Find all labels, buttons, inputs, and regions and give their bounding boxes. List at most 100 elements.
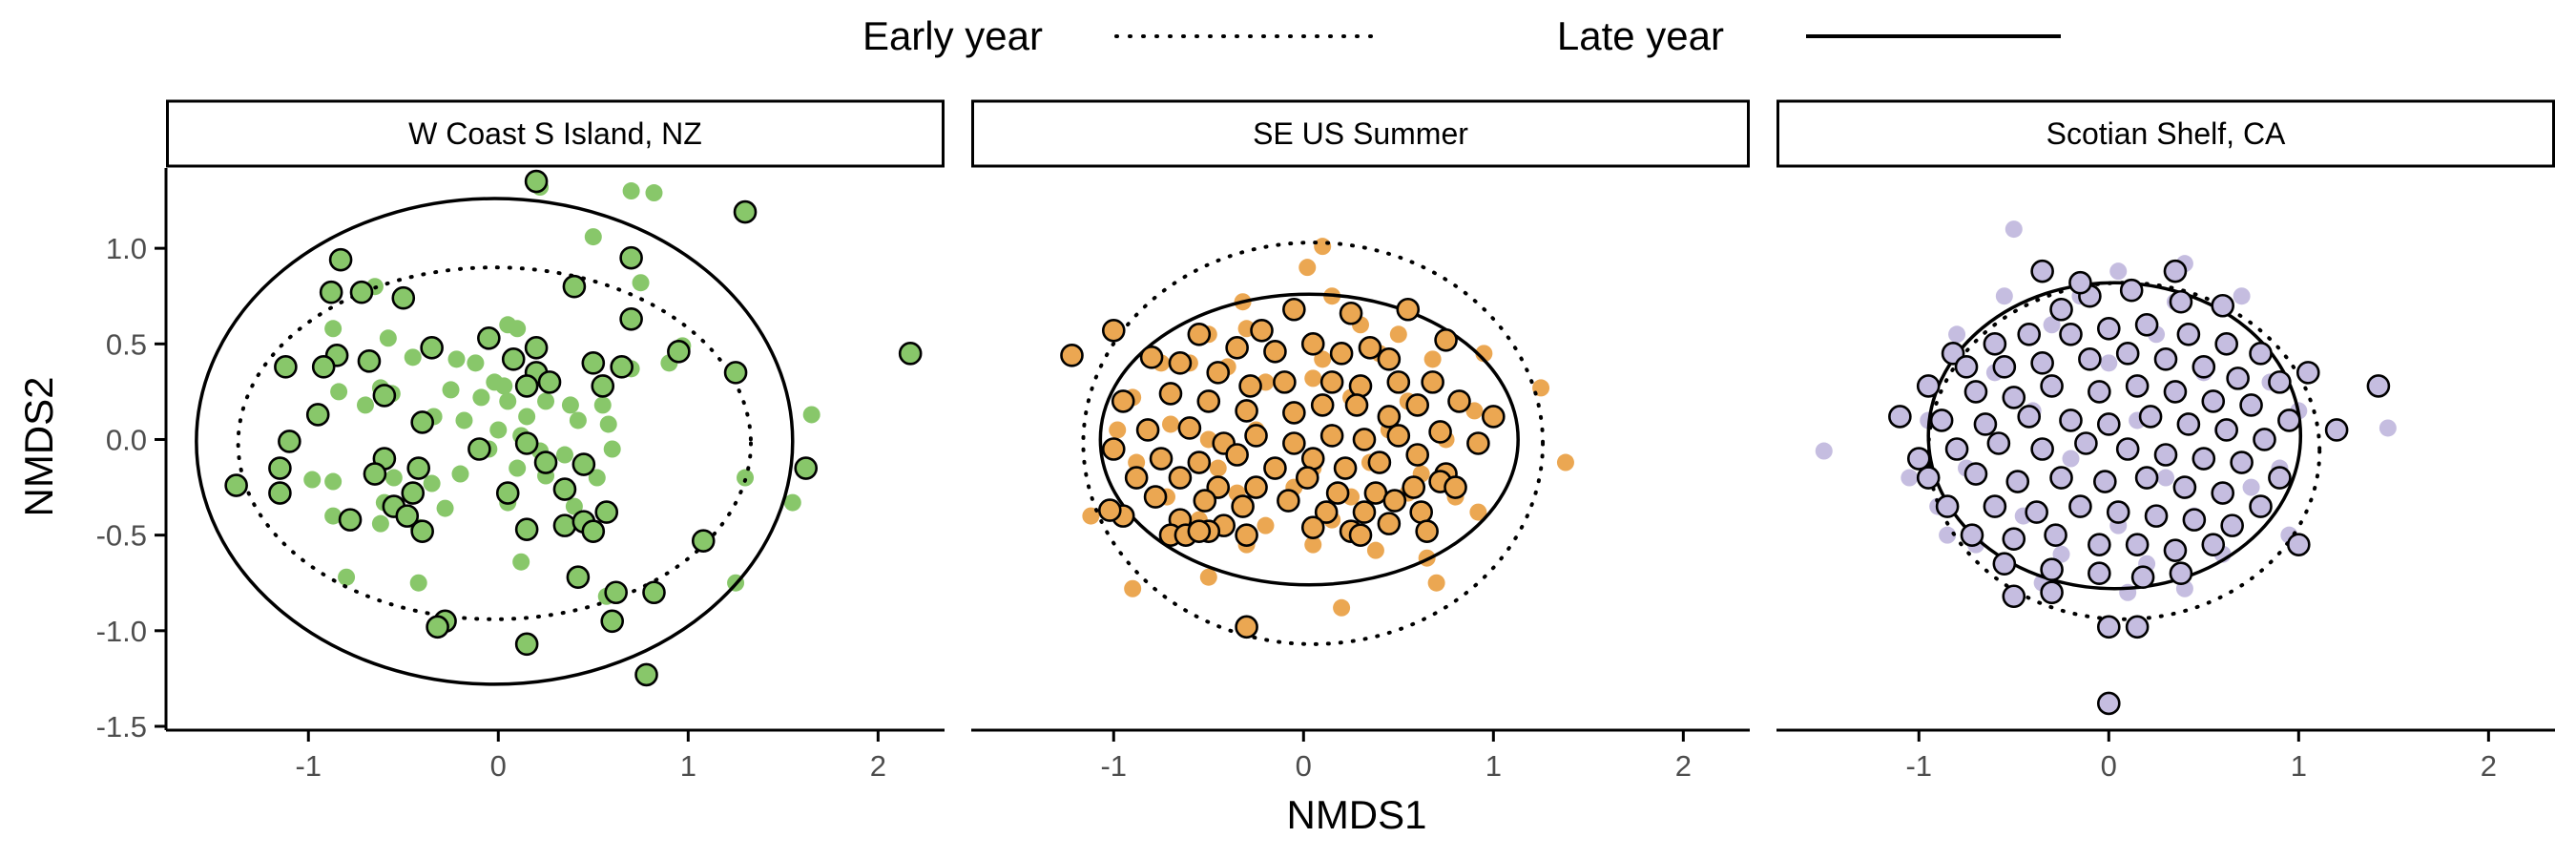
late-year-point [1325,481,1350,505]
late-year-point [2040,580,2064,605]
late-year-point [2277,409,2301,432]
late-year-point [1295,466,1319,490]
early-year-point [603,440,621,458]
early-year-point [1314,238,1332,256]
early-year-point [1298,259,1317,277]
early-year-point [1469,503,1487,521]
late-year-point [426,615,449,639]
late-year-point [2163,259,2188,283]
late-year-point [1273,370,1297,394]
early-year-point [2242,478,2260,496]
late-year-point [2125,374,2150,398]
late-year-point [2106,500,2130,524]
early-year-ellipse [236,265,753,621]
late-year-point [571,452,596,476]
late-year-point [1277,489,1300,513]
late-year-point [1929,409,1954,432]
early-year-point [1109,421,1127,439]
early-year-point [2062,450,2080,468]
late-year-point [2134,312,2159,337]
early-year-point [436,499,454,517]
late-year-point [406,456,431,480]
early-year-point [1304,535,1322,554]
late-year-point [2220,513,2244,537]
late-year-point [1352,500,1377,524]
late-year-point [1139,346,1164,369]
late-year-point [1344,393,1369,417]
y-tick-label: 0.5 [106,327,147,361]
late-year-point [552,513,577,537]
late-year-point [794,456,819,480]
late-year-point [1238,374,1262,398]
late-year-point [1282,401,1306,425]
early-year-point [404,348,422,367]
late-year-point [2144,504,2169,528]
y-tick-label: 0.0 [106,423,147,456]
late-year-ellipse [1098,292,1520,587]
late-year-point [2025,500,2048,524]
early-year-point [512,553,530,571]
late-year-point [1319,424,1344,448]
late-year-point [1916,374,1941,398]
early-year-point [472,388,490,407]
late-year-point [477,326,501,350]
late-year-point [1960,523,1984,547]
early-year-point [1304,369,1322,388]
late-year-point [2201,389,2226,413]
late-year-point [2169,561,2193,586]
early-year-point [1556,453,1574,471]
late-year-point [1231,494,1255,518]
early-year-point [1209,459,1227,477]
early-year-ellipse [1081,241,1546,646]
x-tick-label: -1 [1100,749,1127,783]
late-year-point [642,580,666,605]
late-year-point [2366,374,2391,398]
late-year-point [1348,523,1373,547]
late-year-point [1263,456,1287,480]
early-year-point [1389,325,1407,344]
early-year-point [509,459,527,477]
late-year-point [1888,405,1912,429]
late-year-point [1402,475,1426,499]
early-year-point [2043,316,2061,334]
late-year-point [1434,328,1458,352]
late-year-point [581,519,606,543]
late-year-point [2002,386,2026,409]
late-year-point [1973,412,1998,436]
late-year-point [1168,351,1193,375]
late-year-point [2125,533,2150,556]
late-year-point [2324,418,2349,442]
late-year-point [2088,380,2111,404]
late-year-point [667,340,691,364]
late-year-point [2005,470,2030,493]
early-year-point [303,471,322,489]
late-year-point [514,517,539,541]
late-year-point [1225,443,1249,467]
late-year-point [524,169,549,194]
late-year-point [2049,297,2073,322]
late-year-point [1415,519,1439,543]
late-year-point [2172,475,2197,499]
early-year-point [451,465,469,483]
late-year-point [533,450,558,474]
early-year-point [593,396,612,414]
late-year-point [1282,297,1306,322]
late-year-point [1386,424,1411,448]
early-year-point [737,469,755,487]
legend-late-year-label: Late year [1557,13,1724,58]
late-year-point [2214,332,2238,356]
facet-panel: SE US Summer -1 0 1 2 [971,99,1750,783]
late-year-point [514,431,539,455]
late-year-point [1421,370,1444,394]
early-year-point [455,411,473,430]
late-year-point [2059,322,2083,346]
late-year-point [1143,485,1168,509]
facet-strip-title: W Coast S Island, NZ [408,116,702,151]
late-year-ellipse [195,197,795,686]
late-year-point [1187,322,1212,346]
late-year-point [357,349,382,373]
late-year-point [2249,342,2273,366]
late-year-point [2163,538,2188,562]
early-year-point [1939,526,1957,544]
